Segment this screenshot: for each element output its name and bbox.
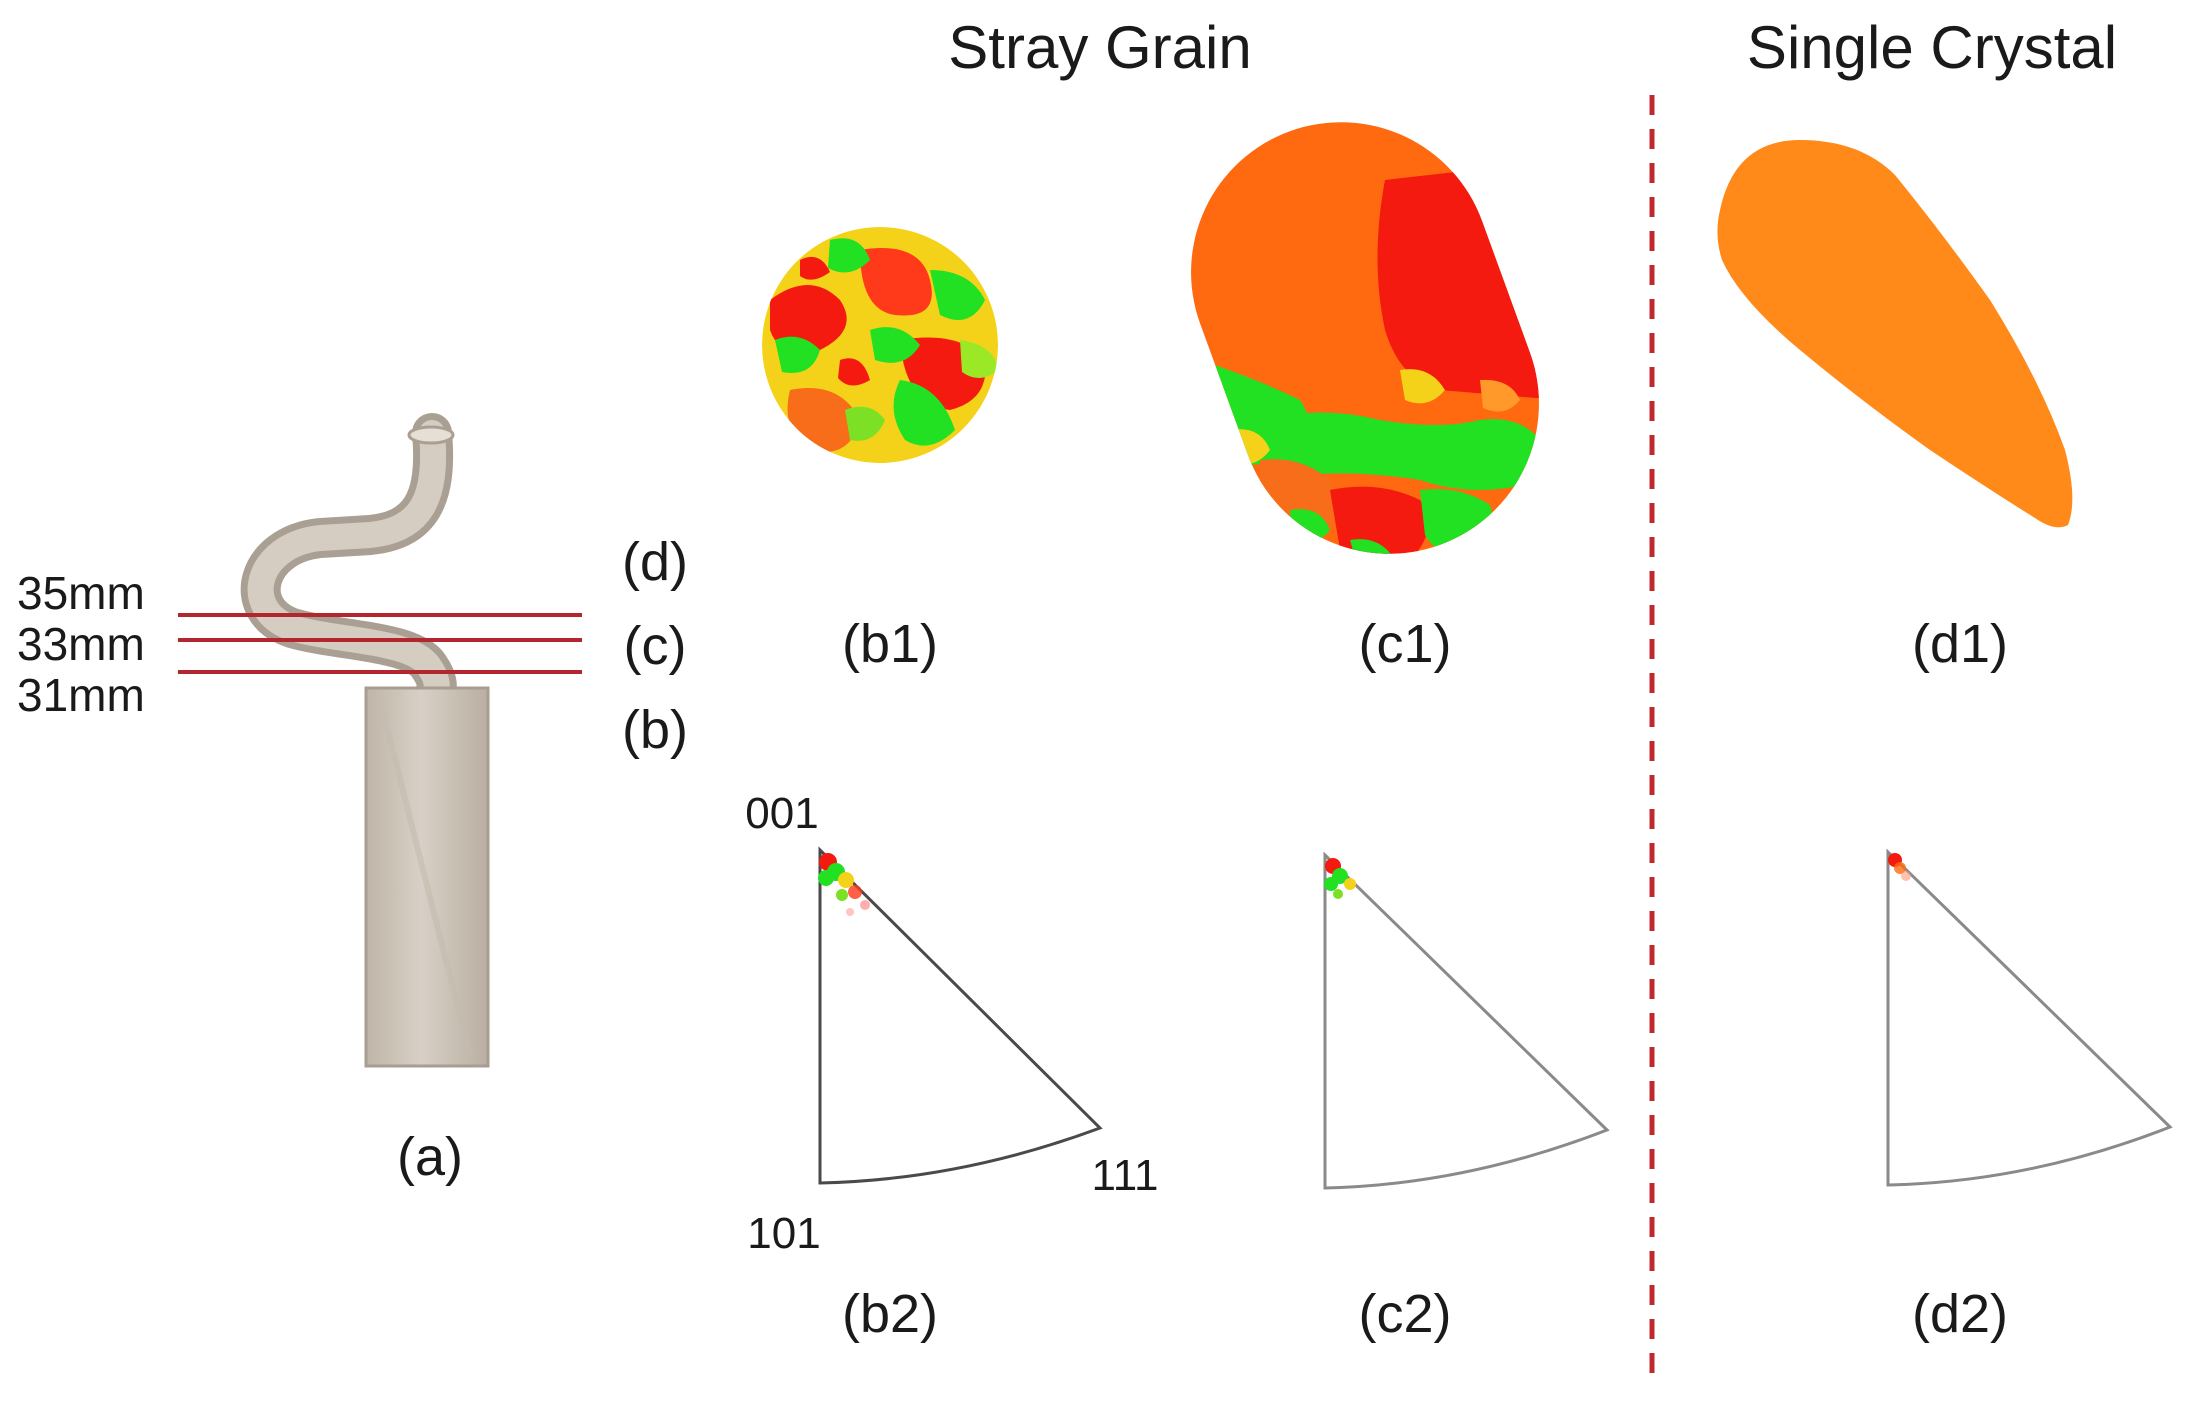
panel-label-d2: (d2) [1912, 1284, 2008, 1344]
panel-label-b1: (b1) [842, 614, 938, 674]
ipf-corner-111: 111 [1092, 1151, 1159, 1200]
height-label-35mm: 35mm [17, 567, 145, 619]
ipf-corner-001: 001 [745, 789, 818, 838]
section-letter-c: (c) [624, 616, 687, 676]
panel-label-b2: (b2) [842, 1284, 938, 1344]
ebsd-map-c1 [1148, 100, 1582, 597]
stray-grain-header: Stray Grain [948, 14, 1251, 81]
ipf-triangle-c2 [1323, 851, 1610, 1190]
ebsd-map-d1 [1717, 140, 2073, 528]
ebsd-map-b1 [762, 227, 998, 463]
ipf-corner-101: 101 [747, 1209, 820, 1258]
height-label-33mm: 33mm [17, 618, 145, 670]
casting-model [240, 413, 490, 1068]
section-letter-d: (d) [622, 532, 688, 592]
height-label-31mm: 31mm [17, 669, 145, 721]
panel-label-c1: (c1) [1359, 614, 1452, 674]
single-crystal-header: Single Crystal [1747, 14, 2117, 81]
panel-label-a: (a) [397, 1127, 463, 1187]
panel-label-c2: (c2) [1359, 1284, 1452, 1344]
ipf-triangle-d2 [1886, 848, 2173, 1187]
ipf-triangle-b2 [818, 846, 1103, 1185]
panel-label-d1: (d1) [1912, 614, 2008, 674]
section-letter-b: (b) [622, 700, 688, 760]
